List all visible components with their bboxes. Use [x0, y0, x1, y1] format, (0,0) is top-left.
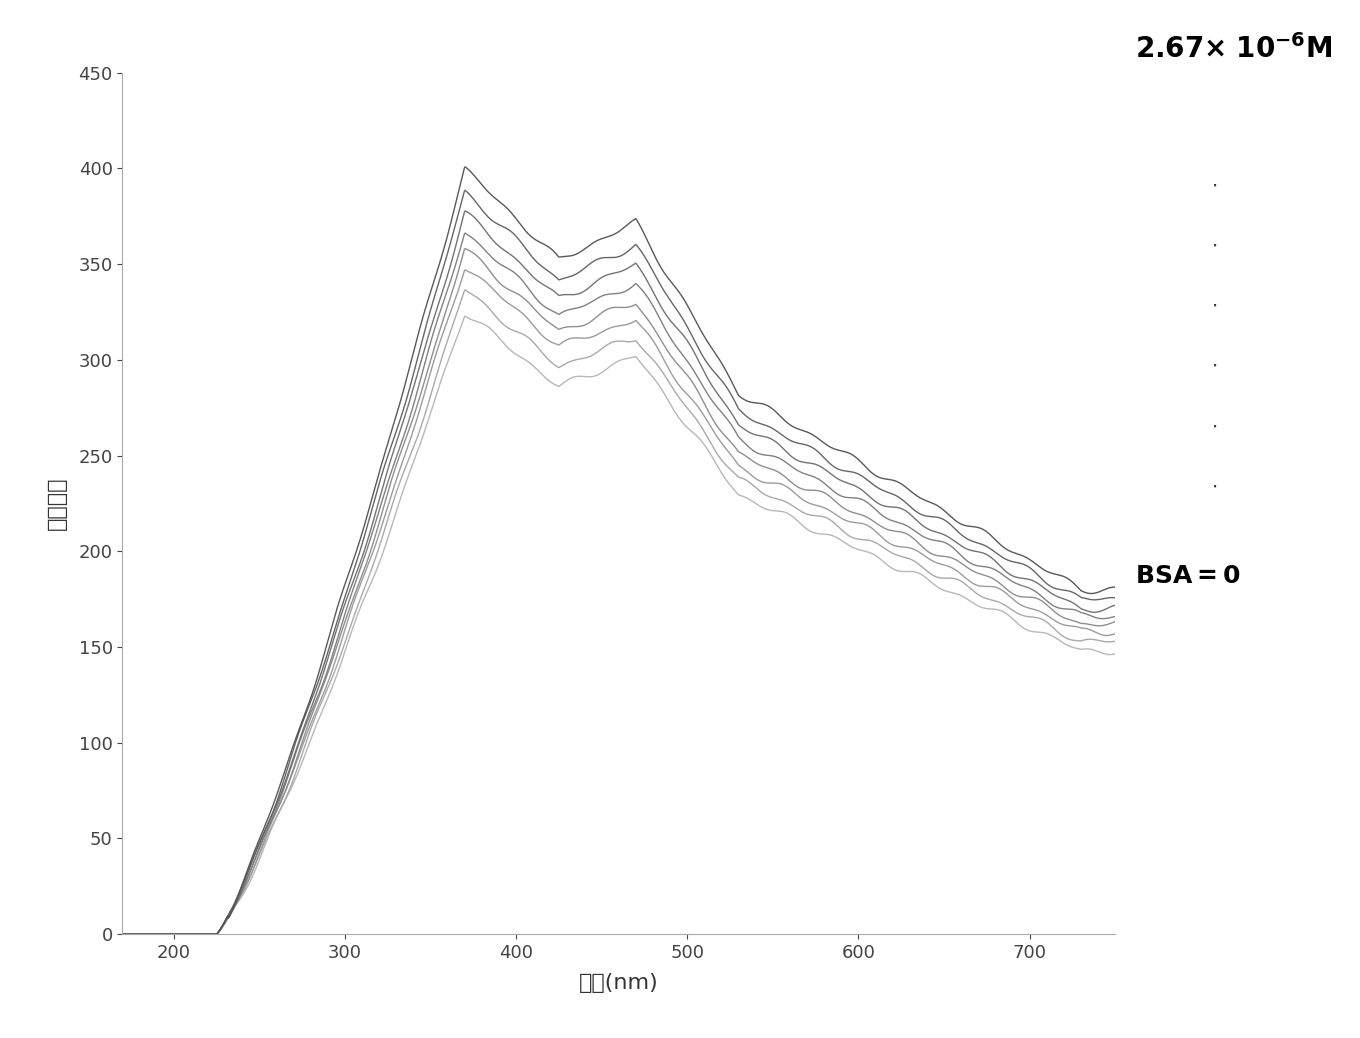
Text: $\cdot$: $\cdot$ — [1212, 356, 1217, 375]
Text: $\mathbf{2.67{\times}\ 10^{-6}M}$: $\mathbf{2.67{\times}\ 10^{-6}M}$ — [1136, 34, 1333, 64]
X-axis label: 波长(nm): 波长(nm) — [579, 973, 658, 993]
Text: $\cdot$: $\cdot$ — [1212, 476, 1217, 496]
Text: $\cdot$: $\cdot$ — [1212, 416, 1217, 435]
Text: $\mathbf{BSA=0}$: $\mathbf{BSA=0}$ — [1136, 564, 1240, 588]
Y-axis label: 散射强度: 散射强度 — [48, 476, 67, 530]
Text: $\cdot$: $\cdot$ — [1212, 175, 1217, 194]
Text: $\cdot$: $\cdot$ — [1212, 236, 1217, 254]
Text: $\cdot$: $\cdot$ — [1212, 296, 1217, 315]
